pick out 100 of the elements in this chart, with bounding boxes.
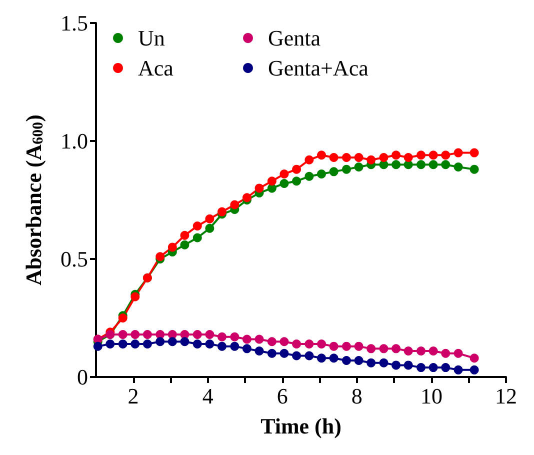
point xyxy=(217,342,226,351)
point xyxy=(180,230,190,240)
point xyxy=(392,360,401,370)
point xyxy=(342,164,351,174)
point xyxy=(205,224,214,233)
point xyxy=(342,342,351,351)
point xyxy=(180,337,190,346)
point xyxy=(454,162,463,172)
point xyxy=(254,334,264,344)
point xyxy=(205,339,214,348)
point xyxy=(267,348,276,358)
point xyxy=(354,153,364,162)
point xyxy=(93,342,102,351)
point xyxy=(441,348,450,358)
point xyxy=(329,354,338,363)
point xyxy=(379,153,388,162)
legend-label: Genta+Aca xyxy=(268,56,369,80)
point xyxy=(342,356,351,365)
point xyxy=(192,339,202,348)
x-tick-label: 12 xyxy=(495,384,517,408)
point xyxy=(242,334,252,344)
point xyxy=(366,358,376,368)
point xyxy=(168,242,177,252)
y-tick-label: 1.5 xyxy=(60,10,88,36)
point xyxy=(280,337,289,346)
point xyxy=(130,292,140,302)
point xyxy=(342,153,351,162)
point xyxy=(130,330,140,340)
point xyxy=(292,351,302,360)
point xyxy=(470,164,479,174)
point xyxy=(416,160,426,170)
point xyxy=(292,176,302,186)
point xyxy=(205,214,214,224)
legend-label: Un xyxy=(138,26,165,50)
point xyxy=(317,354,326,363)
point xyxy=(470,365,479,374)
point xyxy=(329,342,338,351)
x-axis-title: Time (h) xyxy=(260,414,342,438)
point xyxy=(267,337,276,346)
point xyxy=(392,160,401,170)
x-tick-label: 6 xyxy=(276,384,288,408)
point xyxy=(441,160,450,170)
point xyxy=(292,339,302,348)
point xyxy=(304,339,314,348)
point xyxy=(142,330,152,340)
point xyxy=(329,153,338,162)
point xyxy=(354,356,364,365)
point xyxy=(304,351,314,360)
point xyxy=(304,172,314,181)
point xyxy=(454,348,463,358)
point xyxy=(416,363,426,372)
point xyxy=(254,346,264,356)
point xyxy=(379,344,388,354)
y-tick-label: 0.5 xyxy=(60,246,88,272)
point xyxy=(404,360,413,370)
point xyxy=(428,150,438,160)
point xyxy=(416,346,426,356)
point xyxy=(454,148,463,158)
point xyxy=(217,207,226,216)
point xyxy=(441,150,450,160)
point xyxy=(267,176,276,186)
point xyxy=(242,193,252,202)
point xyxy=(156,337,165,346)
point xyxy=(454,365,463,374)
point xyxy=(428,160,438,170)
legend-label: Aca xyxy=(138,56,174,80)
point xyxy=(280,178,289,188)
point xyxy=(230,342,240,351)
x-tick-label: 10 xyxy=(420,384,442,408)
point xyxy=(292,164,302,174)
point xyxy=(354,342,364,351)
point xyxy=(192,221,202,230)
legend-label: Genta xyxy=(268,26,321,50)
x-tick-label: 4 xyxy=(202,384,214,408)
point xyxy=(441,363,450,372)
point xyxy=(192,330,202,340)
point xyxy=(317,150,326,160)
point xyxy=(118,314,128,322)
point xyxy=(130,339,140,348)
point xyxy=(392,150,401,160)
point xyxy=(329,167,338,176)
point xyxy=(317,339,326,348)
point xyxy=(142,339,152,348)
point xyxy=(205,330,214,340)
point xyxy=(242,344,252,354)
point xyxy=(470,354,479,363)
point xyxy=(192,233,202,242)
point xyxy=(156,252,165,262)
point xyxy=(379,358,388,368)
y-tick-label: 1.0 xyxy=(60,128,88,154)
point xyxy=(280,170,289,179)
point xyxy=(366,155,376,164)
point xyxy=(168,337,177,346)
x-tick-label: 8 xyxy=(351,384,362,408)
point xyxy=(217,332,226,342)
point xyxy=(118,330,128,340)
point xyxy=(428,363,438,372)
point xyxy=(230,200,240,210)
point xyxy=(428,346,438,356)
point xyxy=(366,344,376,354)
